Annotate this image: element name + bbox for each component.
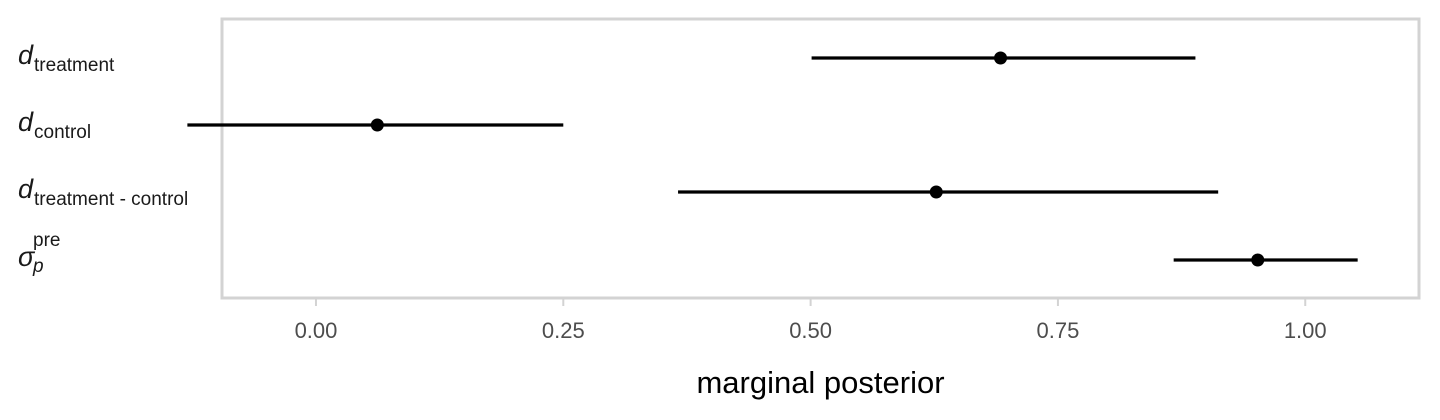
x-tick-label: 1.00 (1284, 318, 1327, 343)
point-estimate (994, 51, 1008, 65)
interval-marks (187, 51, 1358, 267)
y-axis-label: dtreatment (18, 40, 114, 77)
y-label-base: d (18, 40, 34, 70)
x-axis: 0.00 0.25 0.50 0.75 1.00 (295, 299, 1327, 343)
y-axis-label: dtreatment - control (18, 174, 188, 211)
y-label-subscript: control (34, 122, 92, 143)
point-estimate (370, 118, 384, 132)
point-estimate (929, 185, 943, 199)
y-label-base: d (18, 174, 34, 204)
y-axis-label: σ pre p (18, 230, 60, 277)
x-axis-title: marginal posterior (696, 365, 944, 400)
point-estimate (1251, 253, 1265, 267)
x-tick-label: 0.75 (1037, 318, 1080, 343)
y-label-subscript: p (33, 256, 44, 277)
x-tick-label: 0.00 (295, 318, 338, 343)
y-label-base: d (18, 107, 34, 137)
plot-panel (220, 17, 1421, 300)
y-label-subscript: treatment - control (34, 189, 189, 210)
x-tick-label: 0.25 (542, 318, 585, 343)
y-label-base: σ (18, 242, 35, 272)
y-axis-label: dcontrol (18, 107, 91, 144)
y-label-subscript: treatment (34, 55, 115, 76)
x-tick-label: 0.50 (789, 318, 832, 343)
y-label-superscript: pre (33, 230, 61, 251)
